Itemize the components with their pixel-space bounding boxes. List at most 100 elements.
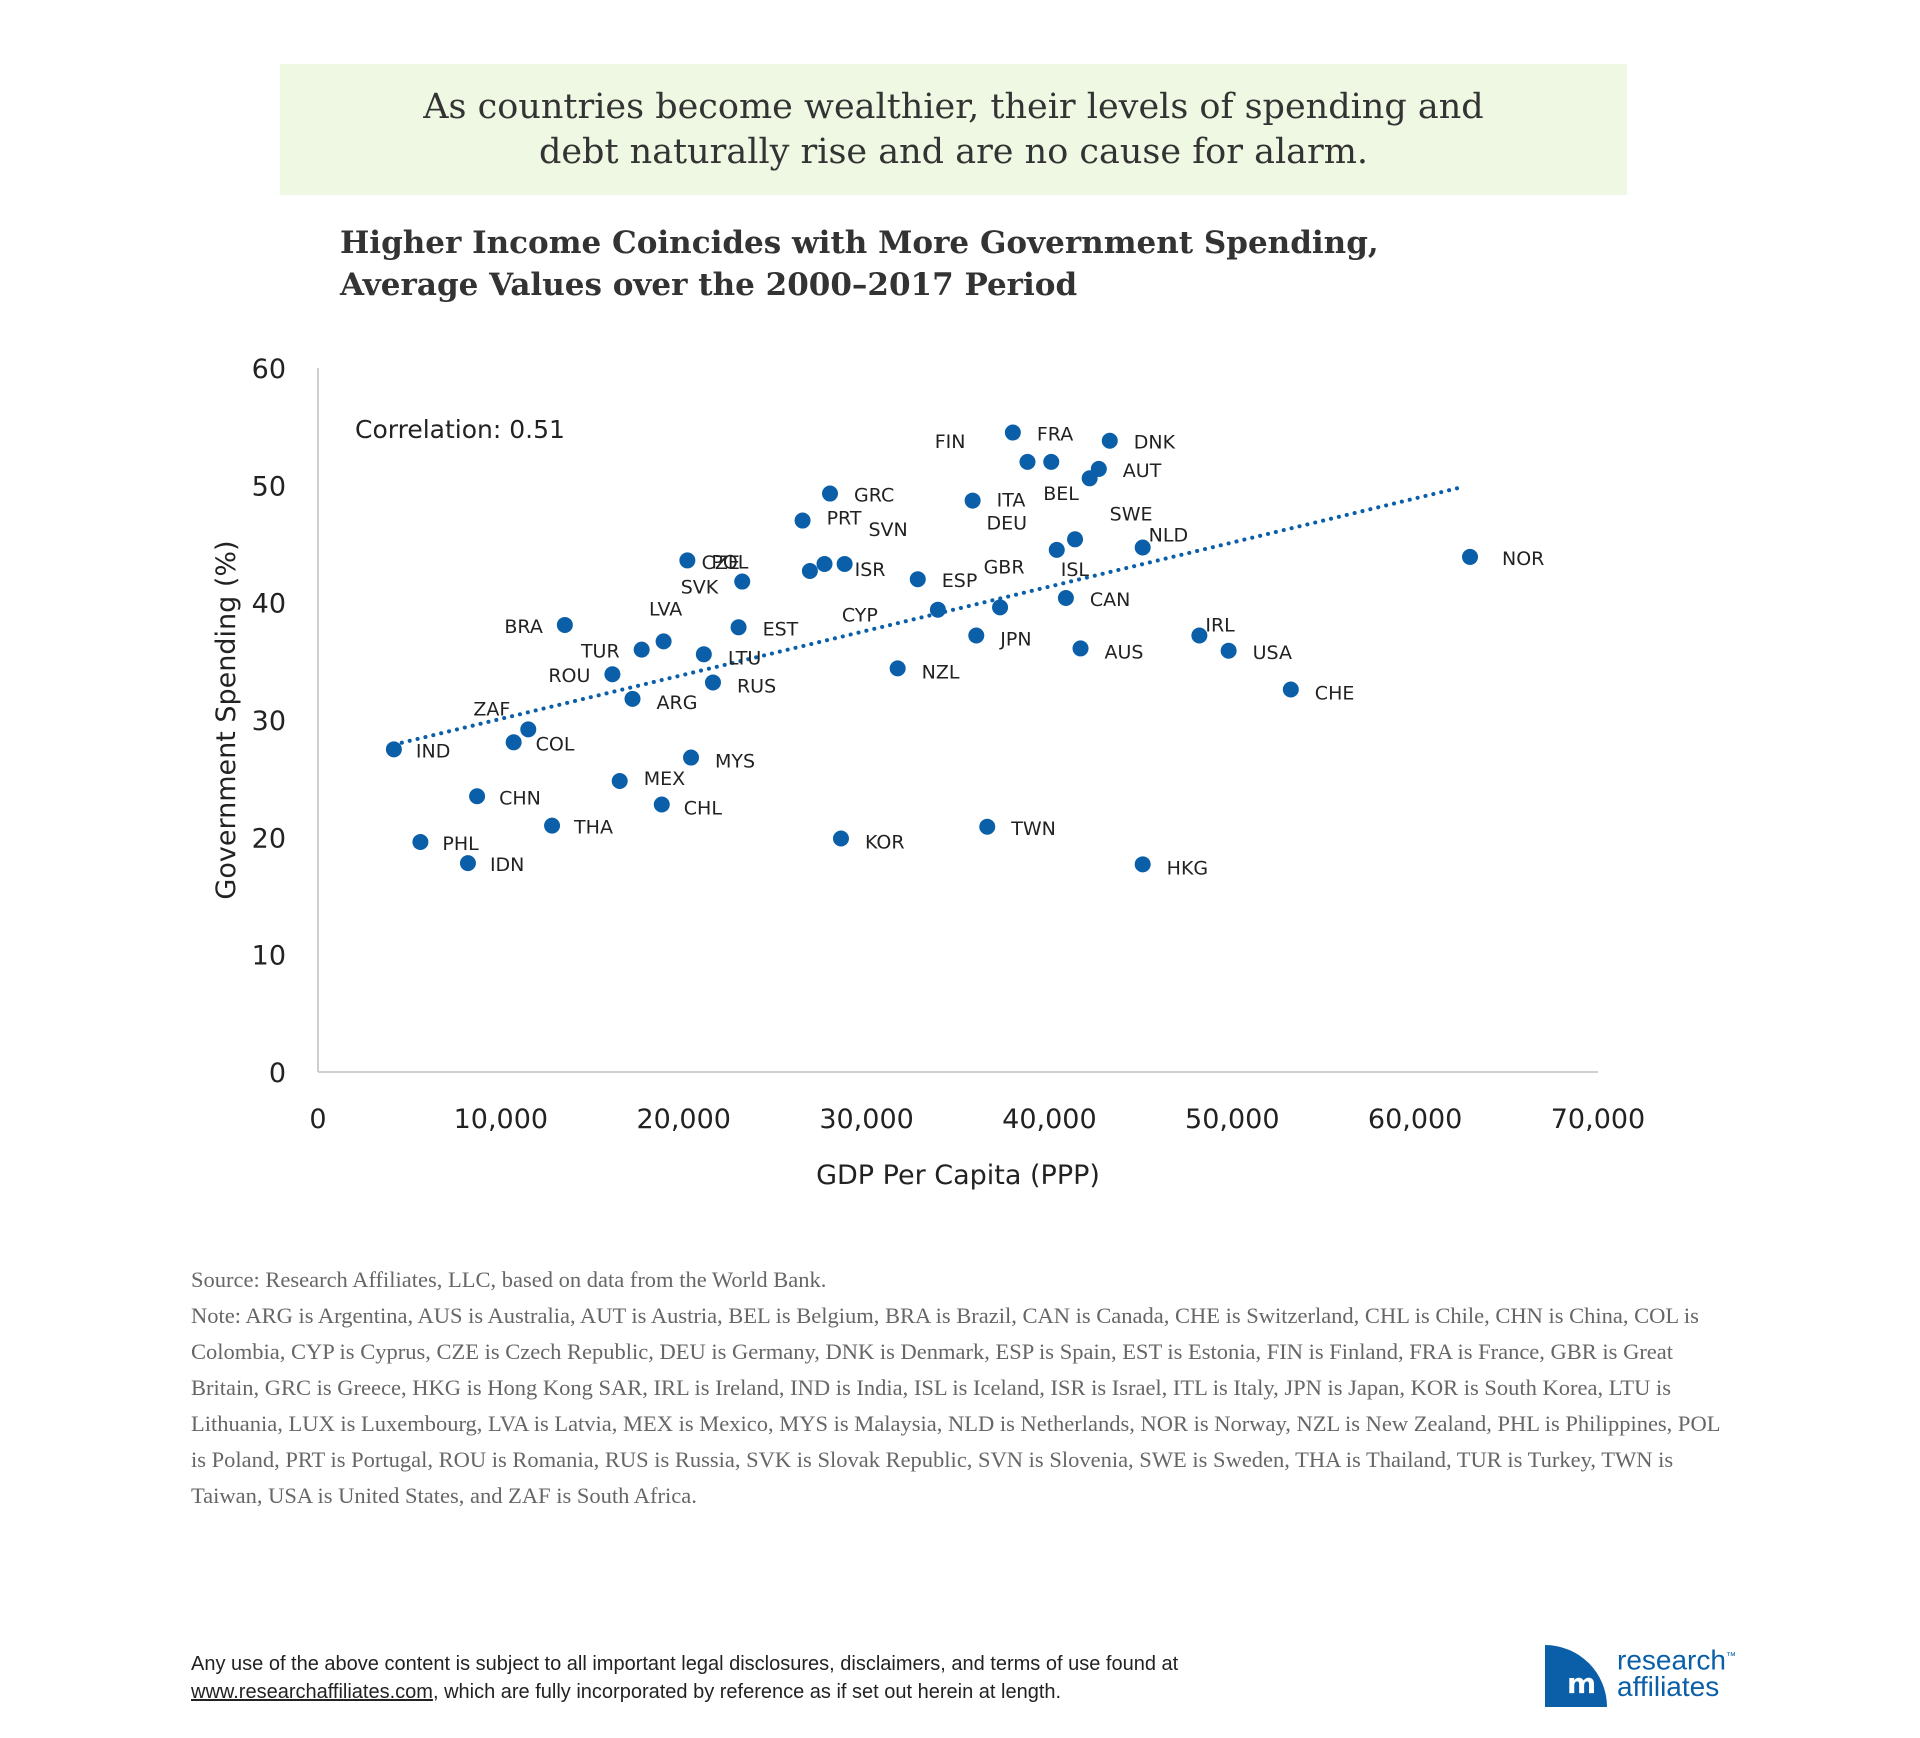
data-point-rou <box>604 666 621 683</box>
data-label-aut: AUT <box>1123 460 1162 482</box>
data-point-twn <box>979 818 996 835</box>
footer-disclaimer: Any use of the above content is subject … <box>191 1650 1178 1706</box>
data-label-ltu: LTU <box>728 647 761 669</box>
data-label-svn: SVN <box>869 519 908 541</box>
data-label-est: EST <box>763 618 799 640</box>
data-point-pol <box>679 552 696 569</box>
data-point-col <box>505 734 522 751</box>
data-label-chl: CHL <box>684 797 723 819</box>
data-label-isl: ISL <box>1061 559 1090 581</box>
data-point-cyp <box>929 601 946 618</box>
x-tick-label: 60,000 <box>1368 1104 1462 1135</box>
correlation-annotation: Correlation: 0.51 <box>355 415 565 444</box>
footer-line1: Any use of the above content is subject … <box>191 1653 1179 1675</box>
data-point-bel <box>1043 453 1060 470</box>
data-point-usa <box>1220 642 1237 659</box>
data-point-svk <box>734 573 751 590</box>
data-point-aut <box>1090 460 1107 477</box>
x-tick-label: 50,000 <box>1185 1104 1279 1135</box>
x-tick-label: 0 <box>309 1104 326 1135</box>
x-tick-label: 10,000 <box>454 1104 548 1135</box>
data-point-deu <box>1067 531 1084 548</box>
data-label-cyp: CYP <box>842 605 878 627</box>
data-point-mex <box>611 773 628 790</box>
data-point-che <box>1282 681 1299 698</box>
data-point-chl <box>653 796 670 813</box>
data-point-hkg <box>1134 856 1151 873</box>
logo-text-affiliates: affiliates <box>1617 1670 1720 1702</box>
data-point-kor <box>832 830 849 847</box>
data-label-lva: LVA <box>649 598 682 620</box>
data-point-irl <box>1191 627 1208 644</box>
data-label-svk: SVK <box>681 577 719 599</box>
x-axis-label: GDP Per Capita (PPP) <box>816 1160 1100 1191</box>
data-label-irl: IRL <box>1205 615 1235 637</box>
data-point-prt <box>794 512 811 529</box>
data-label-swe: SWE <box>1110 503 1153 525</box>
data-label-grc: GRC <box>854 485 894 507</box>
data-label-mys: MYS <box>715 751 755 773</box>
data-point-tha <box>544 817 561 834</box>
data-point-mys <box>683 749 700 766</box>
data-label-tur: TUR <box>580 641 620 663</box>
y-tick-label: 50 <box>252 471 286 502</box>
data-point-nld <box>1134 539 1151 556</box>
y-tick-label: 10 <box>252 941 286 972</box>
research-affiliates-logo: m research™ affiliates <box>1545 1637 1736 1707</box>
callout-text: As countries become wealthier, their lev… <box>423 86 1484 172</box>
data-point-phl <box>412 834 429 851</box>
data-point-esp <box>909 571 926 588</box>
data-label-nld: NLD <box>1149 525 1188 547</box>
data-point-est <box>730 619 747 636</box>
data-point-jpn <box>968 627 985 644</box>
chart-title-line2: Average Values over the 2000–2017 Period <box>340 267 1078 303</box>
data-point-nor <box>1462 548 1478 565</box>
data-point-dnk <box>1101 432 1118 449</box>
data-label-che: CHE <box>1315 682 1355 704</box>
data-label-deu: DEU <box>986 512 1027 534</box>
website-link[interactable]: www.researchaffiliates.com <box>191 1681 433 1703</box>
data-point-bra <box>556 616 573 633</box>
data-label-can: CAN <box>1090 589 1130 611</box>
data-label-phl: PHL <box>442 833 479 855</box>
data-point-ind <box>385 741 402 758</box>
data-label-jpn: JPN <box>999 629 1031 651</box>
y-tick-label: 40 <box>252 589 286 620</box>
x-tick-label: 20,000 <box>636 1104 730 1135</box>
data-point-tur <box>633 641 650 658</box>
trendline <box>391 484 1467 747</box>
data-label-bel: BEL <box>1043 483 1079 505</box>
data-point-nzl <box>889 660 906 677</box>
data-label-fra: FRA <box>1037 424 1073 446</box>
scatter-chart: 0 10 20 30 40 50 60 0 10,000 20,000 30,000 40,000 50… <box>211 354 1645 1191</box>
data-label-chn: CHN <box>499 787 541 809</box>
data-label-isr: ISR <box>855 559 886 581</box>
data-point-svn <box>816 555 833 572</box>
data-label-idn: IDN <box>490 854 524 876</box>
data-point-gbr <box>992 599 1009 616</box>
y-tick-label: 60 <box>252 354 286 385</box>
y-tick-label: 30 <box>252 706 286 737</box>
callout-box: As countries become wealthier, their lev… <box>280 64 1627 195</box>
y-axis-label: Government Spending (%) <box>211 540 242 899</box>
data-point-can <box>1057 589 1074 606</box>
note-text: Note: ARG is Argentina, AUS is Australia… <box>191 1303 1720 1508</box>
data-point-lva <box>655 633 672 650</box>
y-tick-label: 20 <box>252 823 286 854</box>
data-label-col: COL <box>536 733 575 755</box>
data-label-fin: FIN <box>935 431 966 453</box>
footer-line2: , which are fully incorporated by refere… <box>432 1681 1062 1703</box>
data-label-nzl: NZL <box>922 661 960 683</box>
logo-text-research: research <box>1617 1644 1726 1676</box>
svg-text:m: m <box>1567 1667 1596 1700</box>
data-point-fra <box>1004 424 1021 441</box>
data-label-aus: AUS <box>1105 641 1144 663</box>
data-label-gbr: GBR <box>984 556 1025 578</box>
data-label-rou: ROU <box>548 665 590 687</box>
x-tick-label: 40,000 <box>1002 1104 1096 1135</box>
y-tick-label: 0 <box>269 1058 286 1089</box>
data-label-twn: TWN <box>1010 818 1056 840</box>
data-point-chn <box>469 788 486 805</box>
data-point-idn <box>459 855 476 872</box>
data-label-ita: ITA <box>997 490 1026 512</box>
